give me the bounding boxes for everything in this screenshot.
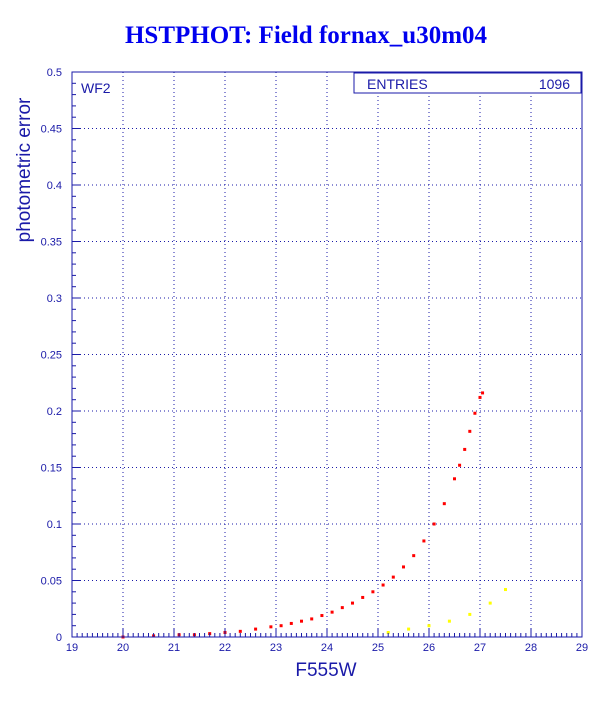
- y-tick-label: 0.45: [41, 124, 62, 136]
- data-point: [458, 463, 462, 467]
- data-point: [407, 627, 411, 631]
- data-point: [340, 606, 344, 610]
- stats-box-frame: [353, 72, 582, 94]
- y-tick-label: 0.2: [47, 406, 62, 418]
- x-tick-label: 26: [423, 642, 435, 654]
- data-point: [386, 630, 390, 634]
- data-point: [279, 624, 283, 628]
- x-tick-label: 27: [474, 642, 486, 654]
- data-point: [504, 588, 507, 592]
- data-point: [442, 502, 446, 506]
- data-point: [463, 447, 467, 451]
- x-tick-label: 20: [117, 642, 129, 654]
- x-tick-label: 28: [525, 642, 537, 654]
- y-tick-label: 0.4: [47, 180, 62, 192]
- data-point: [238, 629, 242, 633]
- data-points: [121, 391, 507, 639]
- data-point: [300, 619, 303, 623]
- x-tick-label: 29: [576, 642, 588, 654]
- data-point: [320, 614, 324, 618]
- data-point: [361, 595, 365, 599]
- y-tick-label: 0.35: [41, 237, 62, 249]
- data-point: [481, 391, 485, 395]
- data-point: [289, 621, 293, 625]
- y-tick-label: 0.3: [47, 293, 62, 305]
- data-point: [488, 601, 492, 605]
- y-tick-label: 0.05: [41, 576, 62, 588]
- data-point: [371, 590, 375, 594]
- y-tick-label: 0.25: [41, 350, 62, 362]
- data-point: [468, 429, 472, 433]
- y-axis-label: photometric error: [14, 97, 35, 242]
- data-point: [381, 583, 385, 587]
- stats-entries-label: ENTRIES: [367, 76, 428, 92]
- x-tick-label: 25: [372, 642, 384, 654]
- data-point: [432, 522, 436, 526]
- data-point: [254, 627, 258, 631]
- stats-box: ENTRIES 1096: [353, 72, 582, 94]
- x-tick-label: 23: [270, 642, 282, 654]
- grid-lines: [72, 72, 582, 637]
- x-tick-label: 22: [219, 642, 231, 654]
- data-point: [330, 610, 334, 614]
- data-point: [473, 411, 477, 415]
- data-point: [478, 395, 482, 399]
- x-tick-label: 19: [66, 642, 78, 654]
- data-point: [447, 619, 451, 623]
- panel-label: WF2: [81, 80, 111, 96]
- x-tick-label: 24: [321, 642, 333, 654]
- data-point: [468, 612, 472, 616]
- data-point: [427, 624, 431, 628]
- stats-entries-value: 1096: [539, 76, 570, 92]
- y-tick-labels: 0 0.05 0.1 0.15 0.2 0.25 0.3 0.35 0.4 0.45 0.5: [41, 67, 62, 644]
- chart-title: HSTPHOT: Field fornax_u30m04: [124, 22, 488, 49]
- x-axis-label: F555W: [295, 660, 356, 681]
- data-point: [310, 617, 314, 621]
- y-tick-label: 0.15: [41, 463, 62, 475]
- y-tick-label: 0.5: [47, 67, 62, 79]
- data-point: [402, 565, 405, 569]
- x-tick-labels: 19 20 21 22 23 24 25 26 27 28 29: [66, 642, 588, 654]
- axis-ticks: [71, 71, 583, 638]
- data-point: [412, 554, 416, 558]
- data-point: [351, 601, 354, 605]
- x-tick-label: 21: [168, 642, 180, 654]
- y-tick-label: 0: [56, 632, 62, 644]
- data-point: [269, 625, 273, 629]
- data-point: [391, 575, 395, 579]
- y-tick-label: 0.1: [47, 519, 62, 531]
- data-point: [453, 477, 456, 481]
- data-point: [422, 539, 426, 543]
